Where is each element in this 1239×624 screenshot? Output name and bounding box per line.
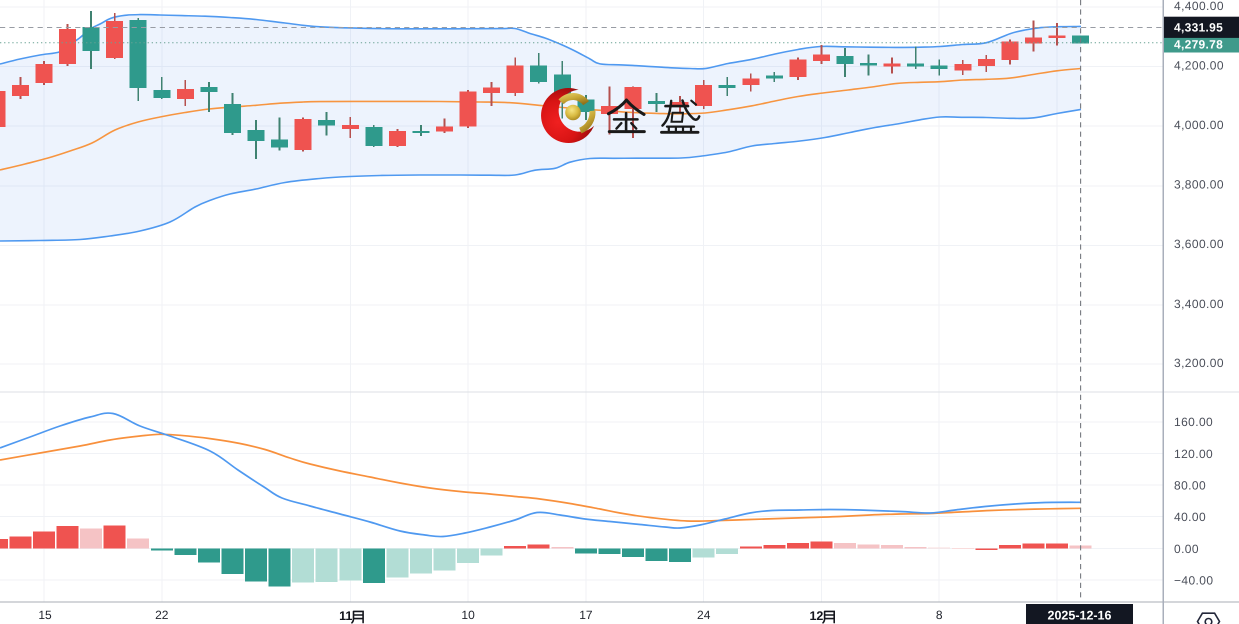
svg-text:10: 10 — [461, 608, 475, 622]
svg-text:4,279.78: 4,279.78 — [1174, 38, 1223, 52]
svg-text:11: 11 — [339, 609, 352, 623]
svg-text:3,200.00: 3,200.00 — [1174, 356, 1224, 370]
svg-text:160.00: 160.00 — [1174, 415, 1213, 429]
svg-text:3,600.00: 3,600.00 — [1174, 237, 1224, 251]
svg-text:8: 8 — [936, 608, 943, 622]
svg-text:17: 17 — [579, 608, 593, 622]
svg-text:120.00: 120.00 — [1174, 447, 1213, 461]
svg-text:2025-12-16: 2025-12-16 — [1048, 609, 1112, 623]
svg-text:80.00: 80.00 — [1174, 478, 1206, 492]
svg-text:4,400.00: 4,400.00 — [1174, 0, 1224, 13]
svg-text:0.00: 0.00 — [1174, 542, 1199, 556]
svg-text:4,331.95: 4,331.95 — [1174, 21, 1223, 35]
svg-text:−40.00: −40.00 — [1174, 574, 1213, 588]
svg-text:4,000.00: 4,000.00 — [1174, 118, 1224, 132]
svg-text:4,200.00: 4,200.00 — [1174, 58, 1224, 72]
svg-text:3,400.00: 3,400.00 — [1174, 297, 1224, 311]
svg-text:24: 24 — [697, 608, 711, 622]
svg-text:40.00: 40.00 — [1174, 510, 1206, 524]
svg-text:12: 12 — [809, 609, 823, 623]
svg-text:22: 22 — [155, 608, 169, 622]
svg-text:15: 15 — [38, 608, 52, 622]
svg-text:3,800.00: 3,800.00 — [1174, 178, 1224, 192]
